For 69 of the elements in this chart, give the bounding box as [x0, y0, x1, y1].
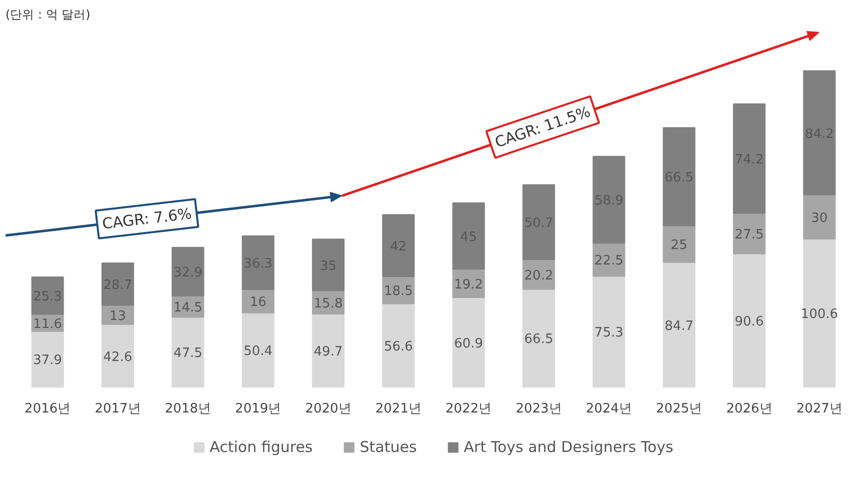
- data-label: 49.7: [314, 344, 343, 360]
- bar: [803, 70, 836, 196]
- bar: [452, 296, 485, 388]
- data-label: 90.6: [734, 314, 764, 330]
- bar: [803, 194, 836, 240]
- bar: [522, 288, 556, 388]
- bar: [101, 262, 134, 306]
- bar: [382, 214, 415, 278]
- bar: [732, 103, 766, 214]
- x-tick-label: 2026년: [726, 401, 772, 416]
- bar: [662, 262, 696, 388]
- data-label: 14.5: [173, 300, 202, 316]
- bar: [242, 312, 274, 388]
- legend-label: Art Toys and Designers Toys: [464, 438, 674, 456]
- data-label: 75.3: [594, 326, 624, 341]
- bar: [522, 184, 556, 260]
- data-label: 13: [109, 308, 126, 324]
- data-label: 27.5: [734, 227, 764, 242]
- bar: [31, 330, 64, 388]
- x-tick-label: 2025년: [656, 401, 702, 416]
- x-tick-label: 2018년: [164, 401, 211, 416]
- data-label: 11.6: [33, 316, 62, 332]
- x-tick-label: 2017년: [94, 401, 141, 416]
- data-label: 100.6: [800, 307, 838, 322]
- bar: [172, 316, 204, 388]
- data-label: 50.4: [244, 344, 273, 360]
- bar: [592, 156, 626, 244]
- bar: [101, 324, 134, 388]
- data-label: 19.2: [454, 277, 484, 292]
- data-label: 60.9: [454, 336, 484, 352]
- x-tick-label: 2016년: [24, 401, 71, 416]
- bar: [172, 246, 204, 296]
- data-label: 18.5: [384, 284, 413, 300]
- bar: [382, 303, 415, 388]
- bar: [452, 202, 485, 270]
- x-tick-label: 2023년: [516, 401, 562, 416]
- data-label: 15.8: [314, 296, 343, 312]
- bar: [31, 276, 64, 315]
- data-label: 42.6: [103, 350, 132, 365]
- x-tick-label: 2022년: [446, 401, 492, 416]
- annotation: CAGR: 11.5%: [492, 102, 593, 152]
- data-label: 20.2: [524, 268, 554, 284]
- bar: [312, 238, 345, 292]
- x-tick-label: 2021년: [375, 401, 422, 416]
- bar: [803, 238, 836, 388]
- x-tick-label: 2027년: [796, 401, 842, 416]
- bar: [662, 127, 696, 226]
- legend-label: Action figures: [210, 438, 313, 456]
- bar: [242, 235, 274, 290]
- legend-label: Statues: [360, 438, 417, 456]
- bar: [662, 225, 696, 263]
- x-tick-label: 2019년: [235, 401, 282, 416]
- bar: [732, 212, 766, 254]
- bar: [592, 276, 626, 388]
- x-tick-label: 2024년: [586, 401, 632, 416]
- bar: [312, 313, 345, 388]
- data-label: 47.5: [173, 346, 202, 362]
- annotation: CAGR: 7.6%: [101, 204, 193, 233]
- data-label: 25: [670, 238, 688, 253]
- chart-subtitle: (단위 : 억 달러): [6, 8, 90, 22]
- data-label: 22.5: [594, 254, 624, 269]
- data-label: 37.9: [33, 353, 62, 368]
- data-label: 30: [811, 210, 828, 226]
- data-label: 16: [250, 295, 266, 310]
- bar: [732, 253, 766, 388]
- data-label: 66.5: [524, 332, 554, 348]
- x-tick-label: 2020년: [305, 401, 352, 416]
- data-label: 84.7: [664, 318, 694, 334]
- data-label: 56.6: [384, 339, 413, 354]
